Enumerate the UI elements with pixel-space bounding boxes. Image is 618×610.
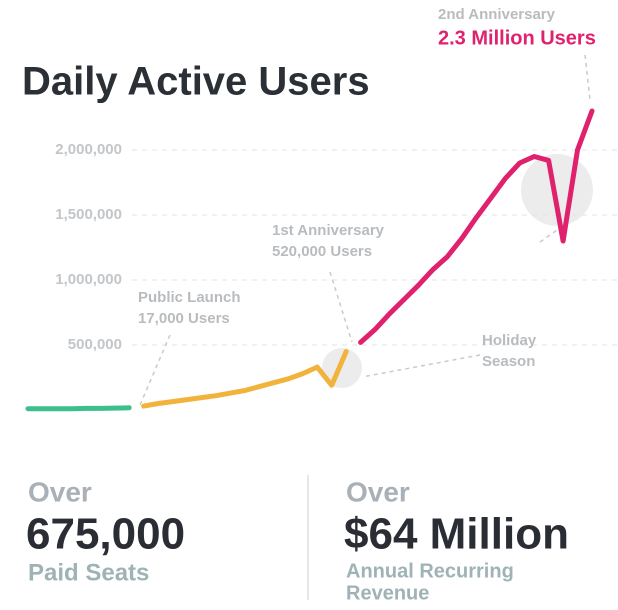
y-tick-label: 2,000,000 — [55, 141, 122, 158]
highlight — [322, 348, 362, 388]
line-series — [141, 349, 349, 409]
annotation: 1st Anniversary — [272, 222, 385, 239]
stat-label: Paid Seats — [28, 559, 149, 586]
annotation: Holiday — [482, 332, 537, 349]
stat-label: Annual Recurring — [346, 560, 514, 582]
y-tick-label: 1,000,000 — [55, 271, 122, 288]
stat-prefix: Over — [346, 476, 410, 507]
leader-line — [361, 354, 481, 378]
annotation: 520,000 Users — [272, 243, 372, 260]
stat-prefix: Over — [28, 476, 92, 507]
annotation: Season — [482, 353, 535, 370]
annotation: 2.3 Million Users — [438, 27, 596, 49]
stat-value: $64 Million — [344, 510, 569, 559]
line-series — [25, 405, 132, 412]
y-tick-label: 500,000 — [68, 336, 122, 353]
annotation: 2nd Anniversary — [438, 6, 556, 23]
line-series — [358, 108, 595, 345]
y-tick-label: 1,500,000 — [55, 206, 122, 223]
annotation: 17,000 Users — [138, 310, 230, 327]
annotation: Public Launch — [138, 289, 241, 306]
leader-line — [329, 271, 353, 343]
leader-line — [584, 54, 591, 101]
chart-title: Daily Active Users — [22, 60, 370, 104]
leader-line — [539, 227, 561, 243]
stat-label: Revenue — [346, 582, 429, 604]
stat-value: 675,000 — [26, 510, 185, 559]
